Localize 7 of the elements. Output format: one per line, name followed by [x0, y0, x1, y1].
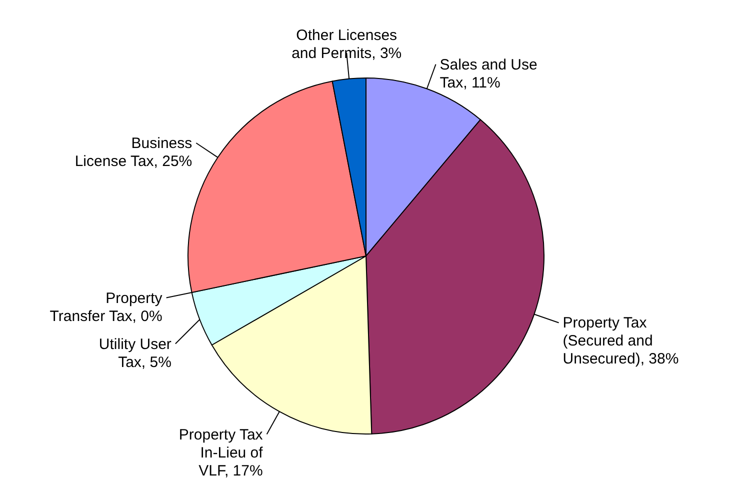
slice-label: Other Licenses and Permits, 3% — [292, 26, 402, 62]
slice-label: Sales and Use Tax, 11% — [440, 56, 538, 92]
legend-label: Property Transfer Tax, 0% — [50, 290, 163, 325]
slice-label: Property Tax (Secured and Unsecured), 38% — [562, 314, 679, 368]
slice-label: Business License Tax, 25% — [74, 135, 192, 170]
slice-label: Property Tax In-Lieu of VLF, 17% — [178, 426, 264, 480]
slice-label: Utility User Tax, 5% — [98, 336, 172, 371]
